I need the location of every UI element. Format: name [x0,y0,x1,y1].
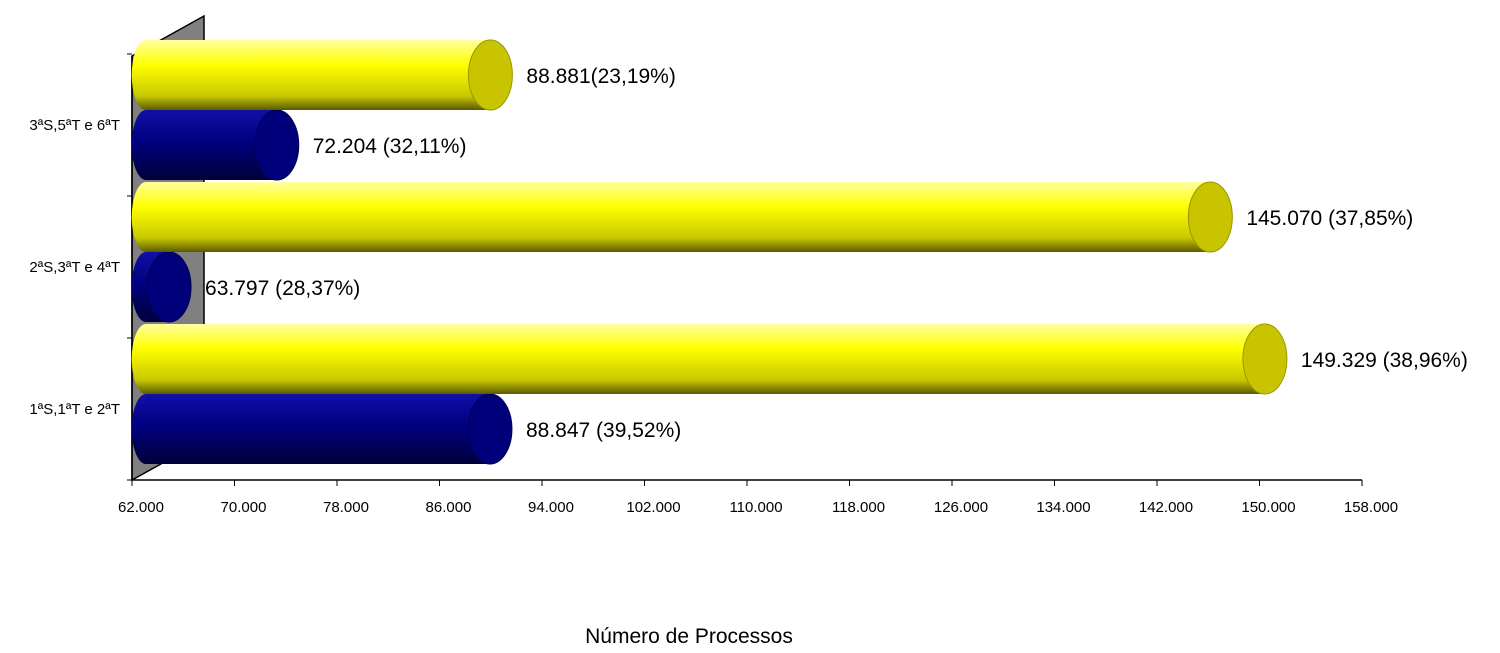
bar-end-cap-s0-c0 [467,393,513,465]
x-tick-label: 158.000 [1344,499,1398,516]
bar-s1-c1 [146,182,1211,252]
x-tick-label: 118.000 [832,499,885,516]
data-label: 149.329 (38,96%) [1301,349,1468,372]
x-tick-label: 62.000 [118,499,164,516]
bar-end-cap-s1-c2 [467,39,513,111]
bar-end-cap-s0-c1 [146,251,192,323]
bar-end-cap-s1-c0 [1242,323,1288,395]
bar-end-cap-s0-c2 [254,109,300,181]
x-tick-label: 102.000 [626,499,680,516]
x-tick-label: 134.000 [1036,499,1090,516]
x-tick-label: 126.000 [934,499,988,516]
chart-bars [131,39,1288,465]
bar-s1-c2 [146,40,491,110]
x-tick-label: 86.000 [426,499,472,516]
bar-s1-c0 [146,324,1265,394]
x-tick-label: 150.000 [1241,499,1295,516]
x-tick-label: 78.000 [323,499,369,516]
chart-labels: 1ªS,1ªT e 2ªT 88.847 (39,52%) 149.329 (38,… [29,65,1467,442]
chart-axes: 62.000 70.000 78.000 86.000 94.000 102.000 110… [118,53,1398,516]
y-category-label: 2ªS,3ªT e 4ªT [29,259,120,276]
x-tick-label: 94.000 [528,499,574,516]
y-category-label: 3ªS,5ªT e 6ªT [29,117,120,134]
y-category-label: 1ªS,1ªT e 2ªT [29,401,120,418]
data-label: 72.204 (32,11%) [313,135,467,158]
bar-s0-c0 [146,394,490,464]
data-label: 63.797 (28,37%) [205,277,360,300]
data-label: 145.070 (37,85%) [1246,207,1413,230]
bar-end-cap-s1-c1 [1187,181,1233,253]
x-tick-label: 110.000 [729,499,782,516]
data-label: 88.881(23,19%) [526,65,675,88]
data-label: 88.847 (39,52%) [526,419,681,442]
x-axis-label: Número de Processos [585,625,793,648]
x-tick-label: 142.000 [1139,499,1193,516]
x-tick-label: 70.000 [221,499,267,516]
